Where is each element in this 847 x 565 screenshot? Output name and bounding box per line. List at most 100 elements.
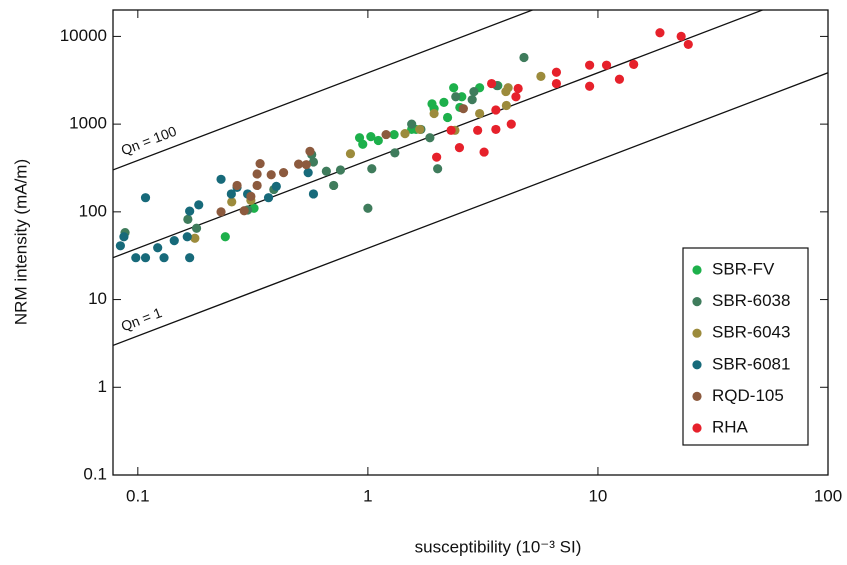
scatter-point bbox=[131, 253, 141, 263]
scatter-point bbox=[442, 112, 453, 123]
scatter-point bbox=[266, 170, 276, 180]
scatter-point bbox=[683, 39, 693, 50]
scatter-point bbox=[519, 52, 529, 63]
scatter-point bbox=[551, 78, 562, 89]
scatter-point bbox=[153, 243, 163, 253]
scatter-point bbox=[182, 232, 192, 242]
scatter-point bbox=[191, 223, 202, 233]
scatter-point bbox=[252, 169, 262, 179]
scatter-point bbox=[227, 197, 237, 207]
y-tick-label: 100 bbox=[79, 201, 107, 220]
scatter-point bbox=[159, 253, 169, 263]
scatter-point bbox=[140, 253, 151, 263]
legend-label: RHA bbox=[712, 417, 749, 436]
scatter-point bbox=[491, 124, 501, 135]
legend-label: SBR-6038 bbox=[712, 291, 790, 310]
plot-area bbox=[113, 10, 828, 346]
reference-line-label: Qn = 100 bbox=[119, 123, 179, 159]
scatter-point bbox=[226, 189, 236, 199]
scatter-point bbox=[367, 164, 377, 174]
x-tick-label: 100 bbox=[814, 486, 842, 505]
scatter-point bbox=[119, 232, 129, 242]
y-tick-label: 10 bbox=[88, 289, 107, 308]
scatter-point bbox=[308, 189, 319, 199]
legend-box bbox=[682, 247, 809, 446]
legend: SBR-FV SBR-6038 SBR-6043 SBR-6081 RQD-105 RHA bbox=[682, 247, 809, 446]
scatter-point bbox=[183, 214, 193, 225]
scatter-point bbox=[220, 232, 230, 242]
scatter-point bbox=[115, 241, 126, 251]
x-tick-label: 10 bbox=[588, 486, 607, 505]
legend-label: SBR-6081 bbox=[712, 354, 790, 373]
x-tick-label: 1 bbox=[363, 486, 372, 505]
x-tick-label: 0.1 bbox=[126, 486, 150, 505]
scatter-point bbox=[511, 92, 521, 102]
plot-frame bbox=[112, 9, 829, 476]
scatter-point bbox=[169, 236, 179, 246]
y-tick-label: 1 bbox=[98, 377, 107, 396]
scatter-point bbox=[433, 164, 443, 174]
scatter-point bbox=[239, 206, 249, 216]
scatter-point bbox=[140, 193, 151, 203]
reference-line-label: Qn = 1 bbox=[119, 304, 165, 334]
legend-marker bbox=[692, 391, 702, 401]
scatter-point bbox=[335, 165, 346, 175]
scatter-point bbox=[473, 125, 483, 135]
scatter-point bbox=[506, 119, 516, 129]
scatter-point bbox=[246, 191, 256, 201]
scatter-point bbox=[366, 132, 376, 142]
y-tick-label: 1000 bbox=[69, 114, 107, 133]
scatter-point bbox=[491, 105, 501, 115]
scatter-point bbox=[585, 81, 595, 91]
scatter-point bbox=[308, 157, 319, 167]
scatter-point bbox=[629, 59, 639, 69]
scatter-point bbox=[373, 135, 383, 146]
y-tick-label: 0.1 bbox=[83, 464, 107, 483]
legend-marker bbox=[692, 423, 702, 433]
scatter-point bbox=[551, 67, 562, 77]
scatter-point bbox=[303, 168, 313, 178]
scatter-point bbox=[676, 31, 686, 42]
scatter-point bbox=[585, 60, 595, 70]
scatter-point bbox=[232, 180, 242, 191]
reference-line bbox=[113, 10, 765, 259]
legend-label: RQD-105 bbox=[712, 386, 784, 405]
scatter-point bbox=[194, 200, 204, 210]
legend-marker bbox=[692, 360, 702, 370]
scatter-point bbox=[614, 74, 625, 84]
scatter-point bbox=[469, 86, 479, 97]
scatter-point bbox=[451, 92, 461, 102]
scatter-point bbox=[655, 28, 665, 38]
scatter-point bbox=[216, 174, 226, 184]
legend-marker bbox=[692, 328, 702, 338]
scatter-point bbox=[185, 253, 195, 263]
scatter-point bbox=[390, 148, 400, 158]
scatter-point bbox=[358, 139, 368, 149]
scatter-point bbox=[185, 206, 195, 216]
scatter-point bbox=[446, 125, 456, 135]
reference-line bbox=[113, 72, 828, 346]
scatter-point bbox=[449, 83, 459, 93]
scatter-point bbox=[475, 108, 485, 119]
scatter-point bbox=[513, 83, 523, 94]
scatter-point bbox=[263, 193, 274, 203]
scatter-point bbox=[415, 124, 425, 135]
legend-marker bbox=[692, 297, 702, 307]
scatter-point bbox=[536, 71, 546, 81]
scatter-point bbox=[479, 147, 489, 157]
scatter-point bbox=[454, 142, 465, 153]
scatter-point bbox=[190, 233, 200, 243]
legend-label: SBR-6043 bbox=[712, 323, 790, 342]
scatter-point bbox=[407, 119, 417, 129]
scatter-point bbox=[501, 86, 511, 97]
scatter-point bbox=[439, 97, 449, 107]
legend-label: SBR-FV bbox=[712, 259, 775, 278]
scatter-point bbox=[252, 180, 262, 191]
scatter-point bbox=[381, 129, 391, 140]
scatter-point bbox=[278, 168, 289, 178]
scatter-point bbox=[321, 166, 331, 176]
scatter-point bbox=[601, 60, 612, 70]
scatter-point bbox=[429, 108, 439, 119]
scatter-point bbox=[467, 95, 477, 105]
scatter-point bbox=[294, 159, 304, 169]
